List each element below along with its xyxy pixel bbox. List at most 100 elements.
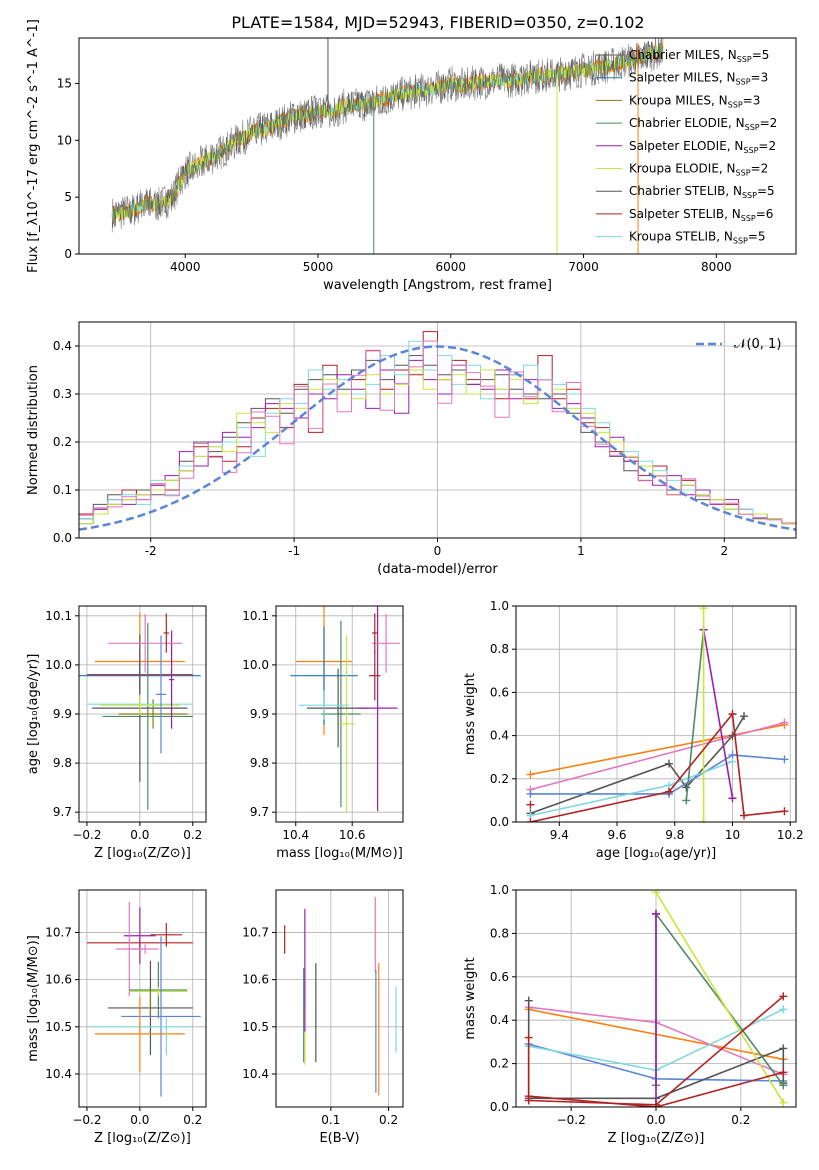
y-tick-label: 0.8 — [490, 642, 509, 656]
x-tick-label: 0.2 — [379, 1113, 398, 1127]
weight-marker — [779, 1081, 788, 1090]
x-tick-label: 0.0 — [130, 828, 149, 842]
x-tick-label: 9.8 — [665, 828, 684, 842]
error-bar — [371, 613, 378, 653]
x-tick-label: 0.2 — [183, 1113, 202, 1127]
panel-mass_vs_ebv: 0.1 0.2 10.4 10.5 10.6 10.7 E(B-V) — [242, 889, 404, 1146]
weight-marker — [780, 807, 789, 816]
x-tick-label: 0.0 — [130, 1113, 149, 1127]
error-bar — [168, 630, 175, 729]
legend-label: Salpeter STELIB, NSSP=6 — [629, 207, 773, 223]
y-tick-label: 0.2 — [490, 1057, 509, 1071]
legend-label: Chabrier ELODIE, NSSP=2 — [629, 116, 777, 132]
y-tick-label: 10.5 — [45, 1020, 72, 1034]
legend-label: 𝒩(0, 1) — [734, 337, 781, 352]
x-tick-label: 9.6 — [607, 828, 626, 842]
panel-weight_vs_z: −0.2 0.0 0.2 0.0 0.2 0.4 0.6 0.8 1.0 Z [log₁₀(Z/Z… — [463, 883, 797, 1146]
error-bar — [338, 635, 356, 813]
weight-series — [652, 909, 660, 1107]
plot-area — [79, 322, 796, 538]
y-axis-label: mass weight — [463, 957, 478, 1039]
y-tick-label: 1.0 — [490, 599, 509, 613]
y-tick-label: 9.7 — [250, 805, 269, 819]
x-tick-label: 10.2 — [777, 828, 804, 842]
x-tick-label: −0.2 — [72, 1113, 101, 1127]
error-bar — [298, 690, 350, 720]
x-tick-label: 0.2 — [731, 1113, 750, 1127]
weight-series — [526, 720, 789, 779]
weight-marker — [524, 1092, 533, 1101]
weight-marker — [664, 759, 673, 768]
plot-area — [276, 606, 403, 822]
axes-frame — [78, 605, 207, 823]
error-bar — [108, 613, 183, 673]
error-bar — [102, 623, 193, 810]
weight-series — [652, 890, 788, 1107]
y-tick-label: 15 — [57, 76, 72, 90]
legend-label: Kroupa MILES, NSSP=3 — [629, 93, 760, 109]
weight-series — [524, 992, 788, 1107]
x-tick-label: 7000 — [568, 260, 599, 274]
y-axis-label: mass [log₁₀(M/M⊙)] — [26, 935, 41, 1062]
weight-marker — [779, 1005, 788, 1014]
y-tick-label: 0.8 — [490, 926, 509, 940]
y-tick-label: 9.9 — [250, 707, 269, 721]
weight-marker — [779, 1098, 788, 1107]
weight-marker — [728, 710, 737, 718]
y-tick-label: 10.1 — [242, 609, 269, 623]
y-tick-label: 9.7 — [53, 805, 72, 819]
x-tick-label: 9.4 — [550, 828, 569, 842]
axes-frame — [515, 889, 797, 1108]
y-tick-label: 0.3 — [53, 387, 72, 401]
panel-residuals: -2 -1 0 1 2 0.0 0.1 0.2 0.3 0.4 (data-model)/error… — [26, 321, 797, 577]
y-tick-label: 9.8 — [53, 756, 72, 770]
weight-line — [702, 629, 734, 799]
error-bar — [371, 613, 401, 673]
y-tick-label: 5 — [64, 190, 72, 204]
weight-marker — [779, 1044, 788, 1053]
x-tick-label: 0.1 — [321, 1113, 340, 1127]
plot-area — [516, 606, 796, 822]
weight-marker — [728, 794, 737, 803]
legend-label: Kroupa STELIB, NSSP=5 — [629, 230, 766, 246]
x-axis-label: Z [log₁₀(Z/Z⊙)] — [94, 1131, 191, 1146]
x-axis-label: Z [log₁₀(Z/Z⊙)] — [608, 1131, 705, 1146]
legend: 𝒩(0, 1) — [696, 337, 781, 352]
error-bar — [357, 606, 398, 812]
weight-marker — [779, 1068, 788, 1077]
axes-frame — [78, 37, 797, 255]
y-tick-label: 0.2 — [490, 772, 509, 786]
weight-marker — [526, 789, 535, 798]
y-axis-label: Normed distribution — [26, 365, 41, 495]
weight-series — [526, 718, 789, 794]
weight-series — [526, 751, 789, 798]
x-tick-label: 4000 — [170, 260, 201, 274]
error-bar — [121, 936, 201, 1097]
x-axis-label: Z [log₁₀(Z/Z⊙)] — [94, 846, 191, 861]
x-tick-label: 2 — [720, 544, 728, 558]
x-tick-label: 6000 — [436, 260, 467, 274]
y-tick-label: 10.4 — [45, 1067, 72, 1081]
y-tick-label: 0.0 — [490, 1100, 509, 1114]
weight-marker — [780, 755, 789, 764]
x-axis-label: E(B-V) — [319, 1131, 359, 1146]
y-tick-label: 10.1 — [45, 609, 72, 623]
plot-area — [516, 890, 796, 1107]
x-tick-label: 1 — [577, 544, 585, 558]
axes-frame — [275, 605, 404, 823]
axes-frame — [515, 605, 797, 823]
weight-marker — [526, 800, 535, 809]
weight-series — [524, 1068, 788, 1107]
error-bar — [131, 944, 159, 954]
weight-marker — [740, 811, 749, 820]
y-tick-label: 9.9 — [53, 707, 72, 721]
weight-marker — [682, 796, 691, 805]
y-axis-label: mass weight — [463, 673, 478, 755]
legend-label: Chabrier MILES, NSSP=5 — [629, 48, 769, 64]
y-tick-label: 10.5 — [242, 1020, 269, 1034]
x-tick-label: 10 — [725, 828, 740, 842]
x-tick-label: 0 — [434, 544, 442, 558]
x-tick-label: 8000 — [701, 260, 732, 274]
y-tick-label: 0.2 — [53, 435, 72, 449]
